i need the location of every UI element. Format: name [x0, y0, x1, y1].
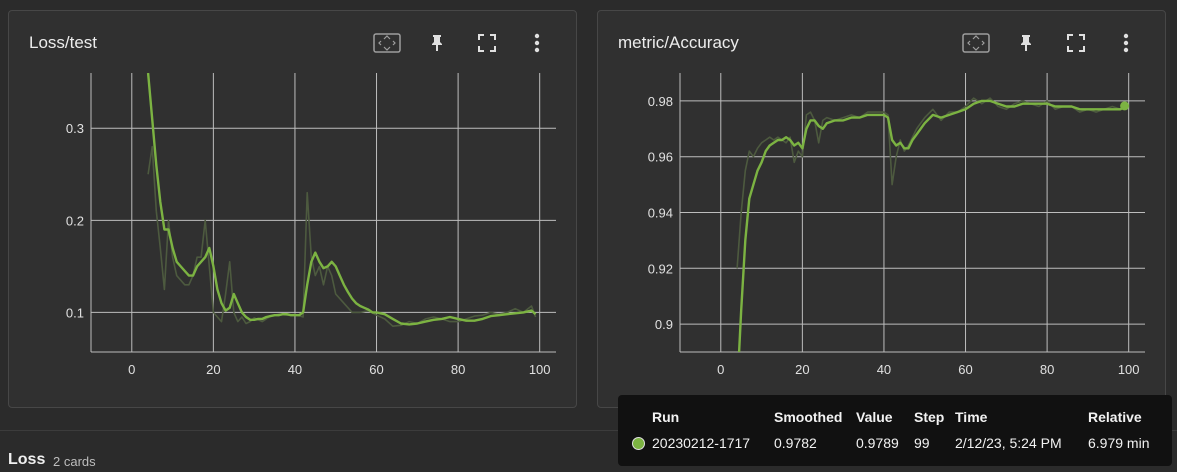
x-tick-label: 20 — [795, 362, 809, 377]
x-tick-label: 20 — [206, 362, 220, 377]
pin-icon — [1021, 35, 1031, 51]
card-toolbar — [951, 31, 1151, 55]
x-tick-label: 40 — [288, 362, 302, 377]
tooltip-header-step: Step — [914, 409, 945, 425]
pin-button[interactable] — [1001, 31, 1051, 55]
accuracy-chart[interactable]: 0 20 40 60 80 100 0.9 0.92 0.94 0.96 0.98 — [598, 11, 1165, 407]
x-tick-label: 80 — [1040, 362, 1054, 377]
more-options-button[interactable] — [1101, 31, 1151, 55]
tooltip-header-relative: Relative — [1088, 409, 1142, 425]
run-color-swatch — [632, 437, 645, 450]
raw-series-line — [147, 145, 537, 327]
tooltip-header-smoothed: Smoothed — [774, 409, 843, 425]
fit-domain-icon — [962, 33, 990, 53]
data-tooltip: Run Smoothed Value Step Time Relative 20… — [618, 395, 1172, 466]
pin-button[interactable] — [412, 31, 462, 55]
section-card-count: 2 cards — [53, 454, 96, 469]
tooltip-header-time: Time — [955, 409, 988, 425]
y-tick-label: 0.3 — [66, 121, 84, 136]
smoothed-series-line — [146, 73, 537, 326]
fit-domain-icon — [373, 33, 401, 53]
x-tick-label: 40 — [877, 362, 891, 377]
fullscreen-icon — [1067, 34, 1085, 52]
y-tick-label: 0.92 — [648, 261, 673, 276]
y-tick-label: 0.94 — [648, 206, 673, 221]
y-tick-label: 0.2 — [66, 213, 84, 228]
tooltip-run: 20230212-1717 — [652, 435, 751, 451]
hover-point-marker — [1120, 101, 1130, 111]
y-tick-label: 0.98 — [648, 94, 673, 109]
tooltip-step: 99 — [914, 435, 930, 451]
more-vert-icon — [534, 33, 540, 53]
fullscreen-button[interactable] — [462, 31, 512, 55]
card-toolbar — [362, 31, 562, 55]
y-tick-label: 0.96 — [648, 150, 673, 165]
card-title: Loss/test — [29, 33, 98, 52]
x-tick-label: 0 — [717, 362, 724, 377]
tooltip-time: 2/12/23, 5:24 PM — [955, 435, 1062, 451]
y-tick-label: 0.9 — [655, 317, 673, 332]
tooltip-smoothed: 0.9782 — [774, 435, 817, 451]
section-title: Loss — [8, 451, 46, 468]
tooltip-relative: 6.979 min — [1088, 435, 1150, 451]
tooltip-value: 0.9789 — [856, 435, 899, 451]
y-tick-label: 0.1 — [66, 305, 84, 320]
tooltip-header-run: Run — [652, 409, 680, 425]
accuracy-card: metric/Accuracy 0 20 40 60 80 100 0.9 0.92 0.94 0… — [597, 10, 1166, 408]
x-tick-label: 60 — [369, 362, 383, 377]
x-tick-label: 60 — [958, 362, 972, 377]
tooltip-header-value: Value — [856, 409, 893, 425]
fit-domain-button[interactable] — [951, 31, 1001, 55]
x-tick-label: 0 — [128, 362, 135, 377]
loss-test-card: Loss/test 0 20 40 60 80 100 0.1 0.2 0.3 — [8, 10, 577, 408]
fit-domain-button[interactable] — [362, 31, 412, 55]
x-tick-label: 100 — [529, 362, 551, 377]
x-tick-label: 80 — [451, 362, 465, 377]
section-header-loss[interactable]: Loss 2 cards — [0, 430, 1177, 472]
pin-icon — [432, 35, 442, 51]
x-tick-label: 100 — [1118, 362, 1140, 377]
smoothed-series-line — [737, 99, 1126, 352]
card-title: metric/Accuracy — [618, 33, 739, 52]
more-vert-icon — [1123, 33, 1129, 53]
fullscreen-button[interactable] — [1051, 31, 1101, 55]
more-options-button[interactable] — [512, 31, 562, 55]
fullscreen-icon — [478, 34, 496, 52]
raw-series-line — [736, 97, 1126, 269]
loss-test-chart[interactable]: 0 20 40 60 80 100 0.1 0.2 0.3 — [9, 11, 576, 407]
